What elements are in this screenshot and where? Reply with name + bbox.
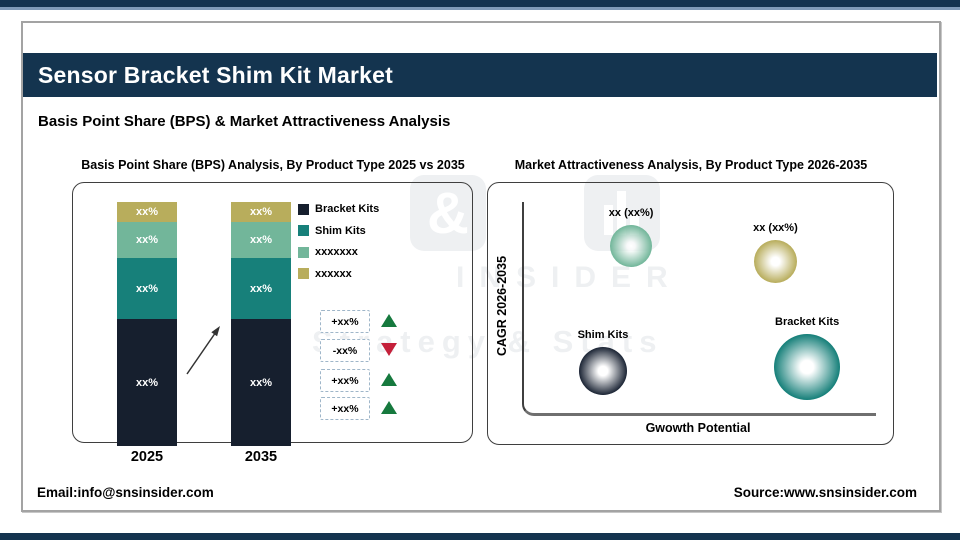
legend-item: xxxxxxx (298, 246, 358, 258)
bar-segment-xxxxxx: xx% (231, 202, 291, 222)
change-indicator-box: +xx% (320, 369, 370, 392)
legend-label: Shim Kits (315, 224, 366, 237)
trend-arrow-icon (186, 326, 220, 375)
bubble-plot-axes (522, 202, 876, 416)
legend-label: xxxxxxx (315, 246, 358, 258)
content-card (21, 21, 941, 512)
bubble-label: Shim Kits (577, 328, 629, 341)
triangle-up-icon (381, 314, 397, 327)
legend-item: Shim Kits (298, 225, 366, 237)
bar-segment-xxxxxxx: xx% (117, 221, 177, 259)
stacked-bar-2025: xx% xx% xx% xx% (117, 202, 177, 446)
bar-segment-bracket-kits: xx% (117, 319, 177, 446)
triangle-up-icon (381, 373, 397, 386)
bps-chart-title: Basis Point Share (BPS) Analysis, By Pro… (81, 158, 465, 172)
bar-category-label: 2035 (244, 449, 278, 465)
bubble-shim-kits (578, 346, 627, 395)
page-title: Sensor Bracket Shim Kit Market (38, 62, 393, 88)
y-axis-label: CAGR 2026-2035 (495, 255, 509, 357)
bubble-xx-xx- (753, 239, 797, 283)
legend-item: Bracket Kits (298, 203, 379, 215)
change-indicator-box: -xx% (320, 339, 370, 362)
bubble-label: Bracket Kits (775, 315, 840, 328)
bubble-label: xx (xx%) (753, 221, 798, 234)
change-indicator-box: +xx% (320, 310, 370, 333)
legend-swatch (298, 225, 309, 236)
legend-swatch (298, 246, 309, 258)
footer-source: Source:www.snsinsider.com (733, 485, 917, 500)
bubble-chart-panel (487, 182, 894, 445)
change-indicator-box: +xx% (320, 397, 370, 420)
page-subtitle: Basis Point Share (BPS) & Market Attract… (38, 113, 451, 130)
bottom-accent-bar (0, 533, 960, 540)
bar-segment-xxxxxx: xx% (117, 202, 177, 222)
legend-swatch (298, 203, 309, 215)
stacked-bar-2035: xx% xx% xx% xx% (231, 202, 291, 446)
legend-label: xxxxxx (315, 267, 352, 280)
bar-segment-shim-kits: xx% (231, 258, 291, 320)
bar-segment-xxxxxxx: xx% (231, 221, 291, 259)
bubble-bracket-kits (774, 333, 841, 400)
footer-email: Email:info@snsinsider.com (37, 485, 214, 500)
top-accent-bar (0, 0, 960, 10)
x-axis-label: Gwowth Potential (645, 421, 751, 435)
bubble-chart-title: Market Attractiveness Analysis, By Produ… (514, 158, 868, 172)
title-bar: Sensor Bracket Shim Kit Market (23, 53, 937, 97)
triangle-up-icon (381, 401, 397, 414)
bar-category-label: 2025 (130, 449, 164, 465)
legend-swatch (298, 268, 309, 279)
triangle-down-icon (381, 343, 397, 356)
bar-segment-bracket-kits: xx% (231, 319, 291, 446)
legend-item: xxxxxx (298, 268, 352, 280)
legend-label: Bracket Kits (315, 203, 380, 215)
bar-segment-shim-kits: xx% (117, 258, 177, 320)
bubble-label: xx (xx%) (608, 207, 654, 220)
